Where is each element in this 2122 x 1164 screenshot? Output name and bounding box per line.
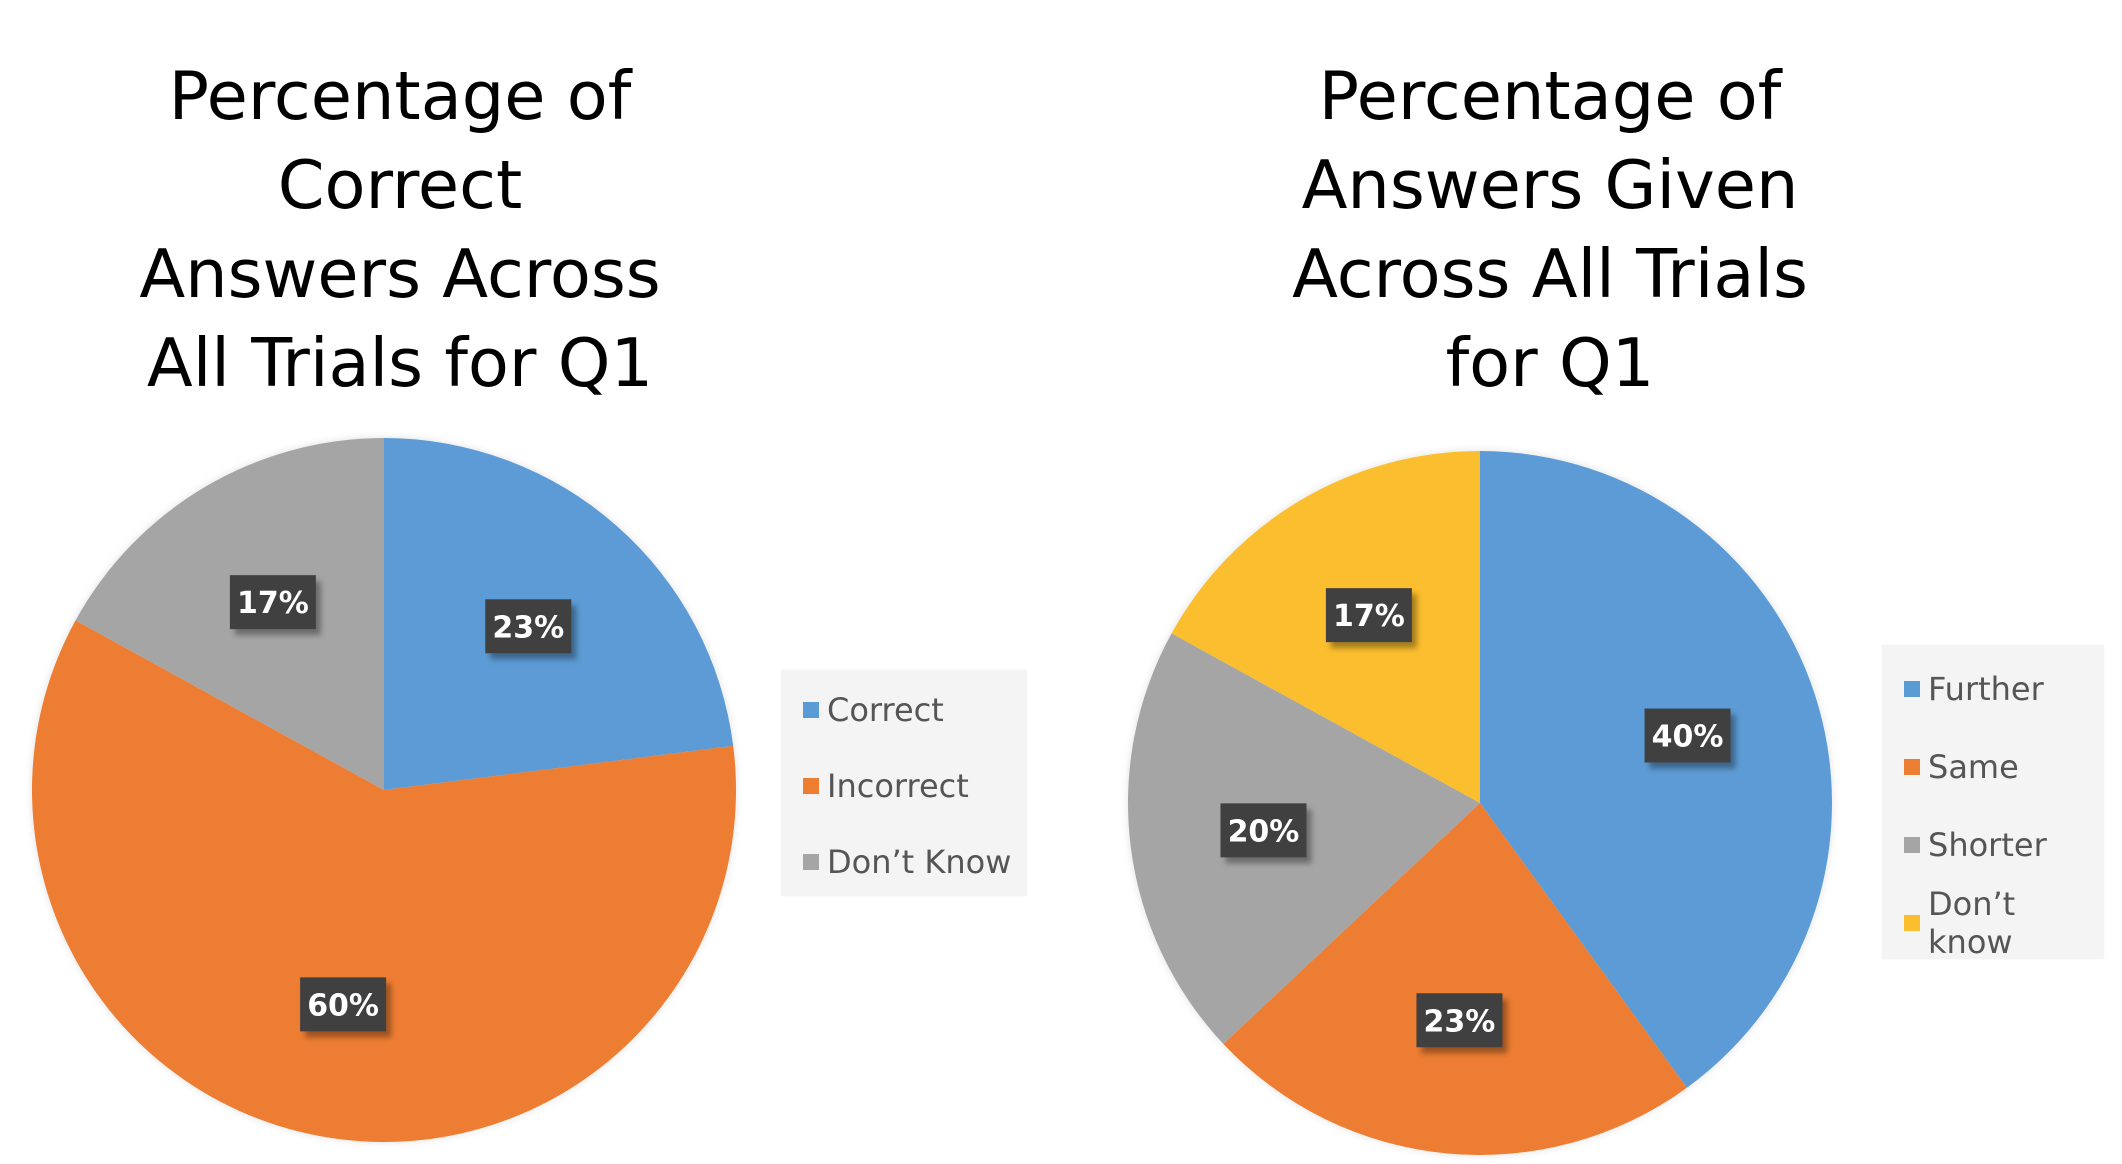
- data-label-text: 17%: [237, 586, 309, 621]
- legend-item-don-t-know: Don’t know: [1904, 885, 2104, 961]
- data-label-further: 40%: [1644, 708, 1731, 763]
- legend-label: Don’t Know: [827, 843, 1012, 881]
- legend-item-same: Same: [1904, 747, 2019, 787]
- pie-plot-area: 40% 23% 20% 17%: [1128, 451, 1832, 1155]
- chart-title-line: Answers Given: [1301, 146, 1799, 224]
- legend-label: Don’t know: [1928, 885, 2016, 961]
- legend-label: Shorter: [1928, 826, 2047, 864]
- chart-title: Percentage of Answers Given Across All T…: [1190, 52, 1910, 408]
- data-label-box: [1325, 588, 1412, 643]
- pie-slice-further: [1480, 451, 1832, 1088]
- data-label-box: [1416, 993, 1503, 1048]
- legend-item-incorrect: Incorrect: [803, 766, 969, 806]
- data-label-text: 60%: [307, 988, 379, 1023]
- pie-plot-area: 23% 60% 17%: [31, 438, 736, 1143]
- legend-swatch: [803, 778, 819, 794]
- chart-title: Percentage of Correct Answers Across All…: [100, 52, 700, 408]
- data-label-box: [1220, 803, 1307, 858]
- data-label-box: [300, 977, 387, 1032]
- data-label-don-t-know: 17%: [1325, 588, 1412, 643]
- data-label-text: 17%: [1333, 599, 1405, 634]
- legend-swatch: [803, 854, 819, 870]
- data-label-text: 20%: [1228, 814, 1300, 849]
- data-label-box: [1644, 708, 1731, 763]
- pie-slice-incorrect: [31, 620, 736, 1143]
- chart-title-line: for Q1: [1445, 324, 1655, 402]
- legend-swatch: [1904, 837, 1920, 853]
- data-label-text: 23%: [1424, 1004, 1496, 1039]
- pie-chart-answers-given: Percentage of Answers Given Across All T…: [1060, 0, 2122, 1164]
- pie-slice-don-t-know: [75, 438, 385, 790]
- chart-title-line: Percentage of: [168, 57, 632, 135]
- chart-title-line: Answers Across: [139, 235, 661, 313]
- legend-label: Same: [1928, 748, 2019, 786]
- legend-item-shorter: Shorter: [1904, 825, 2047, 865]
- legend-swatch: [803, 702, 819, 718]
- legend-label: Further: [1928, 670, 2044, 708]
- legend-item-correct: Correct: [803, 690, 944, 730]
- chart-legend: Further Same Shorter Don’t know: [1882, 645, 2104, 961]
- chart-title-line: Correct: [277, 146, 523, 224]
- data-label-correct: 23%: [485, 599, 572, 654]
- data-label-box: [485, 599, 572, 654]
- data-label-don-t-know: 17%: [229, 575, 316, 630]
- chart-title-line: Across All Trials: [1292, 235, 1808, 313]
- data-label-shorter: 20%: [1220, 803, 1307, 858]
- chart-title-line: Percentage of: [1318, 57, 1782, 135]
- pie-slice-don-t-know: [1171, 451, 1480, 803]
- legend-item-don-t-know: Don’t Know: [803, 842, 1011, 882]
- legend-item-further: Further: [1904, 669, 2044, 709]
- legend-swatch: [1904, 759, 1920, 775]
- data-label-same: 23%: [1416, 993, 1503, 1048]
- data-label-box: [229, 575, 316, 630]
- data-label-incorrect: 60%: [300, 977, 387, 1032]
- legend-label: Incorrect: [827, 767, 969, 805]
- pie-slice-same: [1223, 803, 1687, 1155]
- legend-label: Correct: [827, 691, 944, 729]
- chart-legend: Correct Incorrect Don’t Know: [781, 670, 1027, 896]
- chart-title-line: All Trials for Q1: [146, 324, 654, 402]
- legend-swatch: [1904, 915, 1920, 931]
- legend-swatch: [1904, 681, 1920, 697]
- pie-chart-correct-answers: Percentage of Correct Answers Across All…: [0, 0, 1060, 1164]
- data-label-text: 23%: [492, 610, 564, 645]
- data-label-text: 40%: [1652, 720, 1724, 755]
